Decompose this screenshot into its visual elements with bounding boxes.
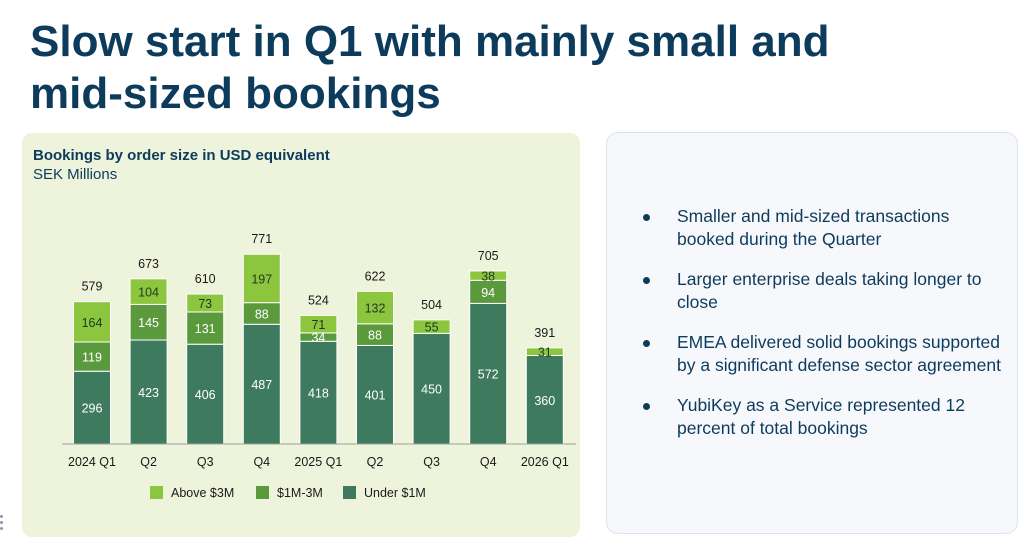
bar-value-label: 418 (308, 387, 329, 401)
bar-value-label: 487 (251, 378, 272, 392)
bar-value-label: 104 (138, 286, 159, 300)
bar-total-label: 705 (478, 249, 499, 263)
legend-label: $1M-3M (277, 486, 323, 500)
bar-total-label: 504 (421, 298, 442, 312)
bar-total-label: 579 (82, 280, 103, 294)
bar-segment (186, 293, 225, 313)
slide-title-line-1: Slow start in Q1 with mainly small and (30, 17, 830, 66)
bullet-dot-icon (643, 403, 650, 410)
bullet-item: YubiKey as a Service represented 12 perc… (643, 394, 1003, 440)
bar-segment (73, 370, 111, 445)
bar-segment (469, 270, 508, 281)
x-tick-label: Q2 (367, 455, 384, 469)
legend-swatch (256, 486, 269, 499)
bar-value-label: 145 (138, 316, 159, 330)
bar-value-label: 572 (478, 368, 499, 382)
bar-value-label: 423 (138, 386, 159, 400)
legend-swatch (343, 486, 356, 499)
bullet-item: Smaller and mid-sized transactions booke… (643, 205, 1003, 251)
bar-value-label: 164 (82, 316, 103, 330)
bar-segment (412, 332, 451, 445)
bar-value-label: 38 (481, 270, 495, 284)
bar-segment (525, 347, 564, 357)
bullet-item: Larger enterprise deals taking longer to… (643, 268, 1003, 314)
bar-value-label: 296 (82, 402, 103, 416)
bar-total-label: 610 (195, 272, 216, 286)
bar-segment (242, 253, 281, 304)
x-tick-label: 2024 Q1 (68, 455, 116, 469)
slide-title: Slow start in Q1 with mainly small and m… (30, 16, 890, 120)
commentary-panel: Smaller and mid-sized transactions booke… (606, 132, 1018, 534)
bar-value-label: 88 (368, 329, 382, 343)
edge-handle-icon (0, 515, 4, 533)
x-tick-label: Q3 (423, 455, 440, 469)
bar-value-label: 401 (365, 389, 386, 403)
bullet-text: Larger enterprise deals taking longer to… (677, 269, 982, 312)
bar-segment (299, 340, 338, 445)
bar-value-label: 406 (195, 388, 216, 402)
bar-value-label: 73 (198, 297, 212, 311)
bar-segment (299, 314, 338, 334)
bar-segment (186, 311, 225, 345)
bar-value-label: 131 (195, 322, 216, 336)
bookings-stacked-bar-chart: 296 119 164 579 2024 Q1 423 145 104 673 Q2 406 131 7… (62, 232, 576, 500)
bar-value-label: 119 (82, 351, 102, 365)
bullet-text: EMEA delivered solid bookings supported … (677, 332, 1001, 375)
x-tick-label: Q4 (480, 455, 497, 469)
bar-value-label: 88 (255, 307, 269, 321)
chart-title: Bookings by order size in USD equivalent (33, 147, 330, 164)
legend-label: Above $3M (171, 486, 234, 500)
bar-segment (73, 301, 111, 343)
bar-total-label: 771 (251, 232, 272, 246)
x-tick-label: Q4 (253, 455, 270, 469)
x-tick-label: Q2 (140, 455, 157, 469)
bar-total-label: 391 (534, 326, 555, 340)
bullet-text: YubiKey as a Service represented 12 perc… (677, 395, 965, 438)
bar-segment (129, 278, 168, 305)
chart-panel: Bookings by order size in USD equivalent… (22, 133, 580, 537)
commentary-list: Smaller and mid-sized transactions booke… (643, 205, 1003, 457)
bar-value-label: 197 (251, 272, 272, 286)
bar-segment (73, 341, 111, 372)
bullet-dot-icon (643, 340, 650, 347)
bar-total-label: 622 (365, 269, 386, 283)
chart-subtitle: SEK Millions (33, 166, 118, 183)
bar-total-label: 673 (138, 257, 159, 271)
bar-value-label: 31 (538, 346, 552, 360)
bar-value-label: 132 (365, 302, 386, 316)
bar-value-label: 34 (311, 331, 325, 345)
bar-value-label: 94 (481, 286, 495, 300)
bar-segment (525, 355, 564, 445)
bar-total-label: 524 (308, 293, 329, 307)
bullet-dot-icon (643, 277, 650, 284)
slide-title-line-2: mid-sized bookings (30, 69, 441, 118)
bullet-text: Smaller and mid-sized transactions booke… (677, 206, 950, 249)
bullet-item: EMEA delivered solid bookings supported … (643, 331, 1003, 377)
bullet-dot-icon (643, 214, 650, 221)
bar-value-label: 450 (421, 383, 442, 397)
bar-value-label: 360 (534, 394, 555, 408)
legend-label: Under $1M (364, 486, 426, 500)
bar-value-label: 55 (425, 321, 439, 335)
x-tick-label: Q3 (197, 455, 214, 469)
bar-segment (356, 344, 394, 445)
x-tick-label: 2026 Q1 (521, 455, 569, 469)
legend-swatch (150, 486, 163, 499)
bar-segment (412, 319, 451, 334)
bar-segment (469, 302, 508, 445)
bar-value-label: 71 (311, 318, 325, 332)
bar-segment (356, 290, 394, 325)
x-tick-label: 2025 Q1 (294, 455, 342, 469)
